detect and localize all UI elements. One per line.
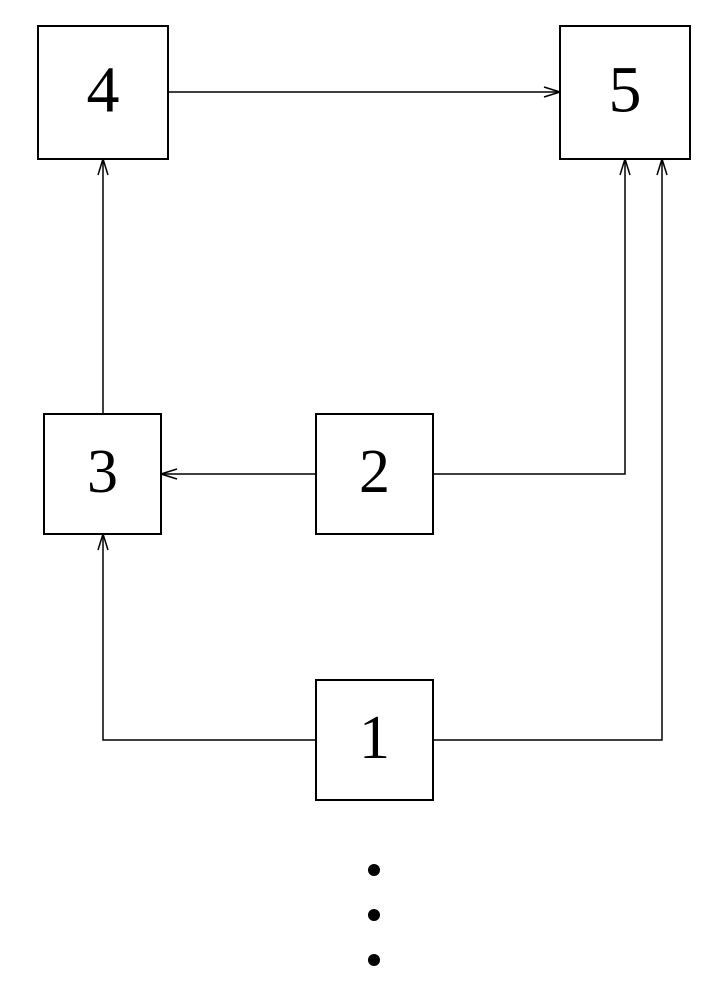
flowchart-diagram: 4 5 3 2 1 <box>0 0 728 1000</box>
node-label-n4: 4 <box>87 54 120 127</box>
edge-n1-n5 <box>433 159 662 740</box>
node-n1: 1 <box>316 680 433 800</box>
node-label-n1: 1 <box>359 704 390 772</box>
node-label-n5: 5 <box>609 54 642 127</box>
node-n4: 4 <box>38 26 168 159</box>
ellipsis-dot-2 <box>368 954 380 966</box>
edge-n1-n3 <box>103 534 316 740</box>
node-label-n3: 3 <box>87 438 118 506</box>
edge-n2-n5 <box>433 159 625 474</box>
node-label-n2: 2 <box>359 438 390 506</box>
node-n5: 5 <box>560 26 690 159</box>
ellipsis-dot-1 <box>368 909 380 921</box>
ellipsis-dot-0 <box>368 864 380 876</box>
node-n2: 2 <box>316 414 433 534</box>
node-n3: 3 <box>44 414 161 534</box>
